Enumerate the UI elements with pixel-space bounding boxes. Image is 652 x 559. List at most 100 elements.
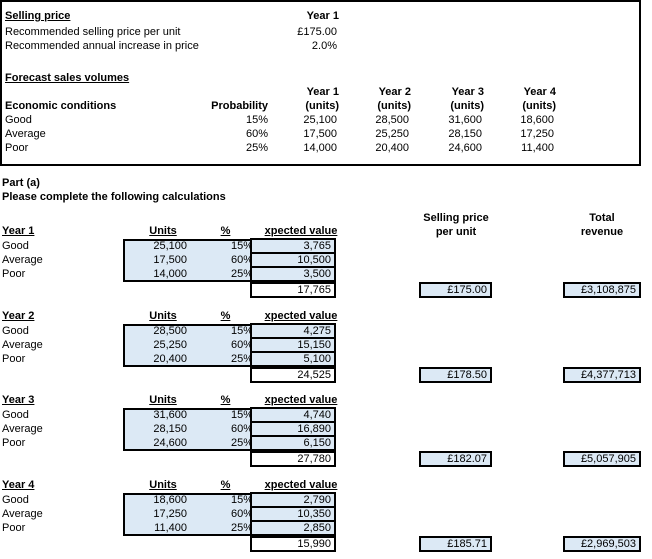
forecast-probability: 15% <box>245 114 268 126</box>
units-column-header: Units <box>149 310 177 322</box>
year-3-block: Year 3 Units % xpected value Good Averag… <box>0 394 652 479</box>
forecast-units: 31,600 <box>448 114 482 126</box>
percent-cell[interactable]: 25% <box>230 522 253 534</box>
expected-value-cell[interactable]: 5,100 <box>250 351 336 367</box>
expected-value-cell[interactable]: 2,850 <box>250 520 336 536</box>
selling-price-column-header: Selling price per unit <box>407 211 505 239</box>
percent-cell[interactable]: 15% <box>230 409 253 421</box>
percent-column-header: % <box>220 394 231 406</box>
expected-total-cell[interactable]: 27,780 <box>250 451 336 467</box>
condition-label: Poor <box>2 268 26 280</box>
year-4-block: Year 4 Units % xpected value Good Averag… <box>0 479 652 559</box>
percent-cell[interactable]: 25% <box>230 353 253 365</box>
forecast-units: 17,250 <box>520 128 554 140</box>
revenue-header-line1: Total <box>589 212 615 224</box>
recommended-price-label: Recommended selling price per unit <box>5 26 181 38</box>
forecast-units: 20,400 <box>375 142 409 154</box>
forecast-units: 25,250 <box>375 128 409 140</box>
expected-value-column-header: xpected value <box>264 394 338 406</box>
units-cell[interactable]: 18,600 <box>153 494 187 506</box>
percent-cell[interactable]: 15% <box>230 494 253 506</box>
selling-price-title: Selling price <box>5 10 71 22</box>
percent-cell[interactable]: 25% <box>230 437 253 449</box>
units-cell[interactable]: 20,400 <box>153 353 187 365</box>
selling-price-cell[interactable]: £178.50 <box>419 367 492 383</box>
annual-increase-value[interactable]: 2.0% <box>311 40 337 52</box>
total-revenue-cell[interactable]: £4,377,713 <box>563 367 641 383</box>
year-label: Year 1 <box>2 225 35 237</box>
annual-increase-label: Recommended annual increase in price <box>5 40 199 52</box>
percent-cell[interactable]: 15% <box>230 240 253 252</box>
units-cell[interactable]: 17,500 <box>153 254 187 266</box>
year-label: Year 4 <box>2 479 35 491</box>
probability-header: Probability <box>211 100 268 112</box>
selling-price-cell[interactable]: £175.00 <box>419 282 492 298</box>
condition-label: Good <box>2 409 29 421</box>
expected-value-cell[interactable]: 3,500 <box>250 266 336 282</box>
forecast-year1-header: Year 1 <box>306 86 339 98</box>
condition-label: Average <box>2 508 43 520</box>
units-cell[interactable]: 24,600 <box>153 437 187 449</box>
units-cell[interactable]: 28,150 <box>153 423 187 435</box>
condition-label: Poor <box>2 437 26 449</box>
selling-price-header-line1: Selling price <box>423 212 489 224</box>
units-cell[interactable]: 25,250 <box>153 339 187 351</box>
expected-value-cell[interactable]: 6,150 <box>250 435 336 451</box>
percent-cell[interactable]: 15% <box>230 325 253 337</box>
percent-cell[interactable]: 60% <box>230 254 253 266</box>
total-revenue-column-header: Total revenue <box>557 211 647 239</box>
percent-cell[interactable]: 60% <box>230 423 253 435</box>
condition-label: Good <box>2 325 29 337</box>
forecast-title: Forecast sales volumes <box>5 72 130 84</box>
condition-label: Poor <box>2 353 26 365</box>
units-cell[interactable]: 31,600 <box>153 409 187 421</box>
percent-column-header: % <box>220 225 231 237</box>
units-column-header: Units <box>149 225 177 237</box>
units-cell[interactable]: 11,400 <box>154 522 187 534</box>
expected-total-cell[interactable]: 17,765 <box>250 282 336 298</box>
total-revenue-cell[interactable]: £5,057,905 <box>563 451 641 467</box>
units-cell[interactable]: 17,250 <box>153 508 187 520</box>
forecast-units: 28,500 <box>375 114 409 126</box>
units-column-header: Units <box>149 394 177 406</box>
expected-value-column-header: xpected value <box>264 479 338 491</box>
forecast-row-condition: Average <box>5 128 46 140</box>
part-a-subtitle: Please complete the following calculatio… <box>2 191 226 203</box>
expected-value-cell[interactable]: 15,150 <box>250 337 336 353</box>
assumptions-box: Selling price Year 1 Recommended selling… <box>0 0 641 166</box>
units-label-y1: (units) <box>305 100 339 112</box>
selling-price-cell[interactable]: £182.07 <box>419 451 492 467</box>
units-column-header: Units <box>149 479 177 491</box>
forecast-year3-header: Year 3 <box>451 86 484 98</box>
units-label-y3: (units) <box>450 100 484 112</box>
units-cell[interactable]: 28,500 <box>153 325 187 337</box>
condition-label: Good <box>2 240 29 252</box>
expected-value-column-header: xpected value <box>264 225 338 237</box>
condition-label: Average <box>2 254 43 266</box>
condition-label: Average <box>2 339 43 351</box>
recommended-price-value[interactable]: £175.00 <box>297 26 337 38</box>
condition-label: Poor <box>2 522 26 534</box>
forecast-year4-header: Year 4 <box>523 86 556 98</box>
percent-column-header: % <box>220 479 231 491</box>
forecast-units: 25,100 <box>303 114 337 126</box>
forecast-units: 17,500 <box>303 128 337 140</box>
expected-total-cell[interactable]: 15,990 <box>250 536 336 552</box>
year-2-block: Year 2 Units % xpected value Good Averag… <box>0 310 652 395</box>
year-label: Year 3 <box>2 394 35 406</box>
forecast-probability: 25% <box>245 142 268 154</box>
expected-value-column-header: xpected value <box>264 310 338 322</box>
expected-total-cell[interactable]: 24,525 <box>250 367 336 383</box>
percent-cell[interactable]: 25% <box>230 268 253 280</box>
economic-conditions-header: Economic conditions <box>5 100 117 112</box>
total-revenue-cell[interactable]: £3,108,875 <box>563 282 641 298</box>
percent-cell[interactable]: 60% <box>230 508 253 520</box>
selling-price-cell[interactable]: £185.71 <box>419 536 492 552</box>
units-cell[interactable]: 14,000 <box>153 268 187 280</box>
percent-cell[interactable]: 60% <box>230 339 253 351</box>
selling-price-header-line2: per unit <box>435 226 477 238</box>
forecast-probability: 60% <box>245 128 268 140</box>
total-revenue-cell[interactable]: £2,969,503 <box>563 536 641 552</box>
units-cell[interactable]: 25,100 <box>153 240 187 252</box>
